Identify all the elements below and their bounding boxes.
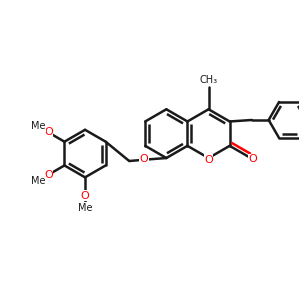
Text: O: O [44, 170, 53, 180]
Text: Me: Me [31, 122, 45, 131]
Text: O: O [204, 154, 213, 164]
Text: Me: Me [31, 176, 45, 186]
Text: O: O [44, 128, 53, 137]
Text: CH₃: CH₃ [200, 75, 217, 85]
Text: Me: Me [78, 203, 92, 213]
Text: O: O [140, 154, 148, 164]
Text: O: O [248, 154, 257, 164]
Text: O: O [81, 191, 89, 201]
